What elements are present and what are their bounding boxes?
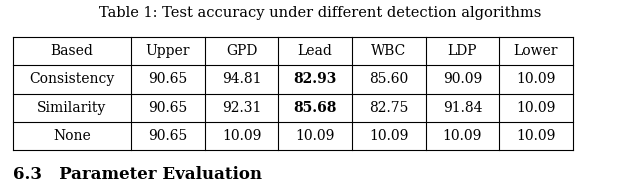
Text: 10.09: 10.09 [516, 101, 556, 114]
Text: Consistency: Consistency [29, 73, 115, 86]
Text: 85.60: 85.60 [369, 73, 408, 86]
Text: 90.65: 90.65 [148, 101, 188, 114]
Text: 85.68: 85.68 [294, 101, 337, 114]
Text: Lower: Lower [514, 45, 558, 58]
Text: 94.81: 94.81 [222, 73, 261, 86]
Text: 10.09: 10.09 [296, 129, 335, 142]
Text: 82.75: 82.75 [369, 101, 408, 114]
Text: 10.09: 10.09 [443, 129, 482, 142]
Text: 91.84: 91.84 [443, 101, 482, 114]
Text: 10.09: 10.09 [516, 129, 556, 142]
Text: None: None [53, 129, 91, 142]
Text: 90.65: 90.65 [148, 73, 188, 86]
Text: GPD: GPD [226, 45, 257, 58]
Text: 6.3   Parameter Evaluation: 6.3 Parameter Evaluation [13, 166, 262, 183]
Text: Similarity: Similarity [37, 101, 107, 114]
Text: 10.09: 10.09 [222, 129, 261, 142]
Text: 92.31: 92.31 [222, 101, 261, 114]
Text: WBC: WBC [371, 45, 406, 58]
Text: 90.65: 90.65 [148, 129, 188, 142]
Text: 10.09: 10.09 [516, 73, 556, 86]
Text: Table 1: Test accuracy under different detection algorithms: Table 1: Test accuracy under different d… [99, 6, 541, 20]
Text: Upper: Upper [146, 45, 190, 58]
Text: 90.09: 90.09 [443, 73, 482, 86]
Text: Lead: Lead [298, 45, 333, 58]
Text: 82.93: 82.93 [294, 73, 337, 86]
Text: 10.09: 10.09 [369, 129, 408, 142]
Text: LDP: LDP [447, 45, 477, 58]
Text: Based: Based [51, 45, 93, 58]
